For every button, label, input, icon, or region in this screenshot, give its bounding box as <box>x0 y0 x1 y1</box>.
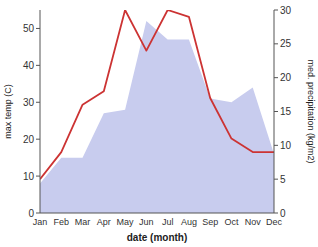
y-tick-label: 10 <box>23 171 35 182</box>
y-tick-label: 30 <box>23 97 35 108</box>
x-tick-label: Sep <box>202 217 218 227</box>
x-axis-line <box>40 213 274 214</box>
y2-tick-label: 20 <box>280 72 292 83</box>
y-tick <box>36 176 40 177</box>
y2-tick <box>274 77 278 78</box>
x-tick-label: Apr <box>97 217 111 227</box>
y2-tick <box>274 179 278 180</box>
area <box>40 21 274 213</box>
y-axis-line <box>40 10 41 213</box>
y-tick <box>36 102 40 103</box>
x-tick-label: Nov <box>245 217 262 227</box>
x-tick-label: Aug <box>181 217 197 227</box>
y-tick-label: 50 <box>23 23 35 34</box>
y2-tick-label: 10 <box>280 140 292 151</box>
y2-tick-label: 15 <box>280 106 292 117</box>
y2-tick <box>274 10 278 11</box>
y2-tick-label: 5 <box>280 174 286 185</box>
x-tick-label: Jul <box>162 217 174 227</box>
chart: 01020304050051015202530JanFebMarAprMayJu… <box>0 0 318 247</box>
y2-tick <box>274 43 278 44</box>
x-tick-label: Jun <box>139 217 154 227</box>
x-tick-label: Mar <box>75 217 91 227</box>
y2-tick <box>274 213 278 214</box>
line <box>40 10 274 179</box>
y2-tick <box>274 145 278 146</box>
y-axis-title: max temp (C) <box>3 84 13 139</box>
y-tick <box>36 213 40 214</box>
y-tick <box>36 28 40 29</box>
y2-tick <box>274 111 278 112</box>
x-axis-title: date (month) <box>127 232 188 243</box>
y2-tick-label: 30 <box>280 5 292 16</box>
x-tick-label: Oct <box>224 217 239 227</box>
x-tick-label: May <box>117 217 135 227</box>
x-tick-label: Dec <box>266 217 283 227</box>
y-tick-label: 40 <box>23 60 35 71</box>
y-tick-label: 20 <box>23 134 35 145</box>
y-tick <box>36 65 40 66</box>
x-tick-label: Jan <box>33 217 48 227</box>
x-tick-label: Feb <box>54 217 70 227</box>
y-tick <box>36 139 40 140</box>
y2-tick-label: 25 <box>280 38 292 49</box>
marks <box>40 10 274 213</box>
y2-axis-title: med. precipitation (kg/m2) <box>306 59 316 163</box>
